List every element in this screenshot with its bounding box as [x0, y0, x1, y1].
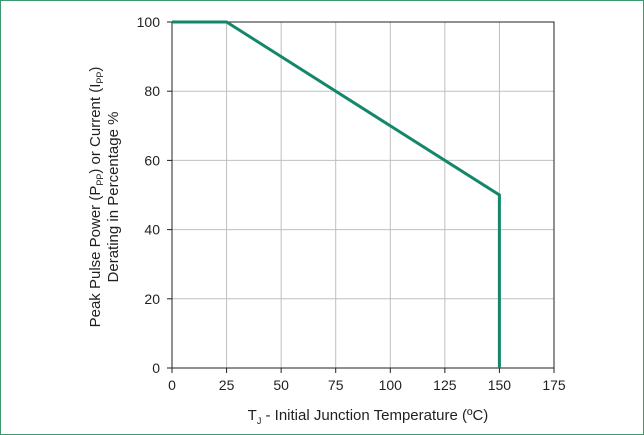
tick-labels: 0 25 50 75 100 125 150 175 0 20 40 60 80 100 [137, 14, 566, 393]
x-tick-label: 0 [168, 377, 176, 393]
x-tick-label: 100 [379, 377, 403, 393]
x-axis-title-sub: J [257, 416, 262, 426]
y-title-part-5: ) [87, 67, 104, 72]
y-axis-title: Peak Pulse Power (PPP) or Current (IPP) … [87, 67, 122, 328]
derating-curve [172, 20, 501, 368]
y-tick-label: 100 [137, 14, 161, 30]
y-tick-label: 80 [144, 83, 160, 99]
y-tick-label: 40 [144, 222, 160, 238]
plot-border [171, 21, 555, 369]
y-title-part-2: PP [95, 174, 105, 186]
y-title-part-1: Peak Pulse Power (P [87, 186, 104, 328]
y-axis-title-line1: Peak Pulse Power (PPP) or Current (IPP) [87, 67, 105, 328]
y-title-part-3: ) or Current (I [87, 84, 104, 174]
y-tick-label: 20 [144, 291, 160, 307]
y-tick-label: 60 [144, 152, 160, 168]
x-tick-label: 50 [273, 377, 289, 393]
y-tick-label: 0 [152, 360, 160, 376]
x-axis-title: TJ - Initial Junction Temperature (ºC) [248, 407, 489, 426]
x-tick-label: 125 [433, 377, 457, 393]
x-tick-label: 150 [488, 377, 512, 393]
y-axis-title-line2: Derating in Percentage % [105, 112, 122, 283]
x-axis-title-rest: - Initial Junction Temperature (ºC) [261, 407, 488, 424]
y-title-part-4: PP [95, 72, 105, 84]
x-axis-title-main: T [248, 407, 257, 424]
x-tick-label: 175 [542, 377, 566, 393]
axes [167, 21, 555, 373]
x-tick-label: 75 [328, 377, 344, 393]
x-tick-label: 25 [219, 377, 235, 393]
series [172, 20, 501, 368]
